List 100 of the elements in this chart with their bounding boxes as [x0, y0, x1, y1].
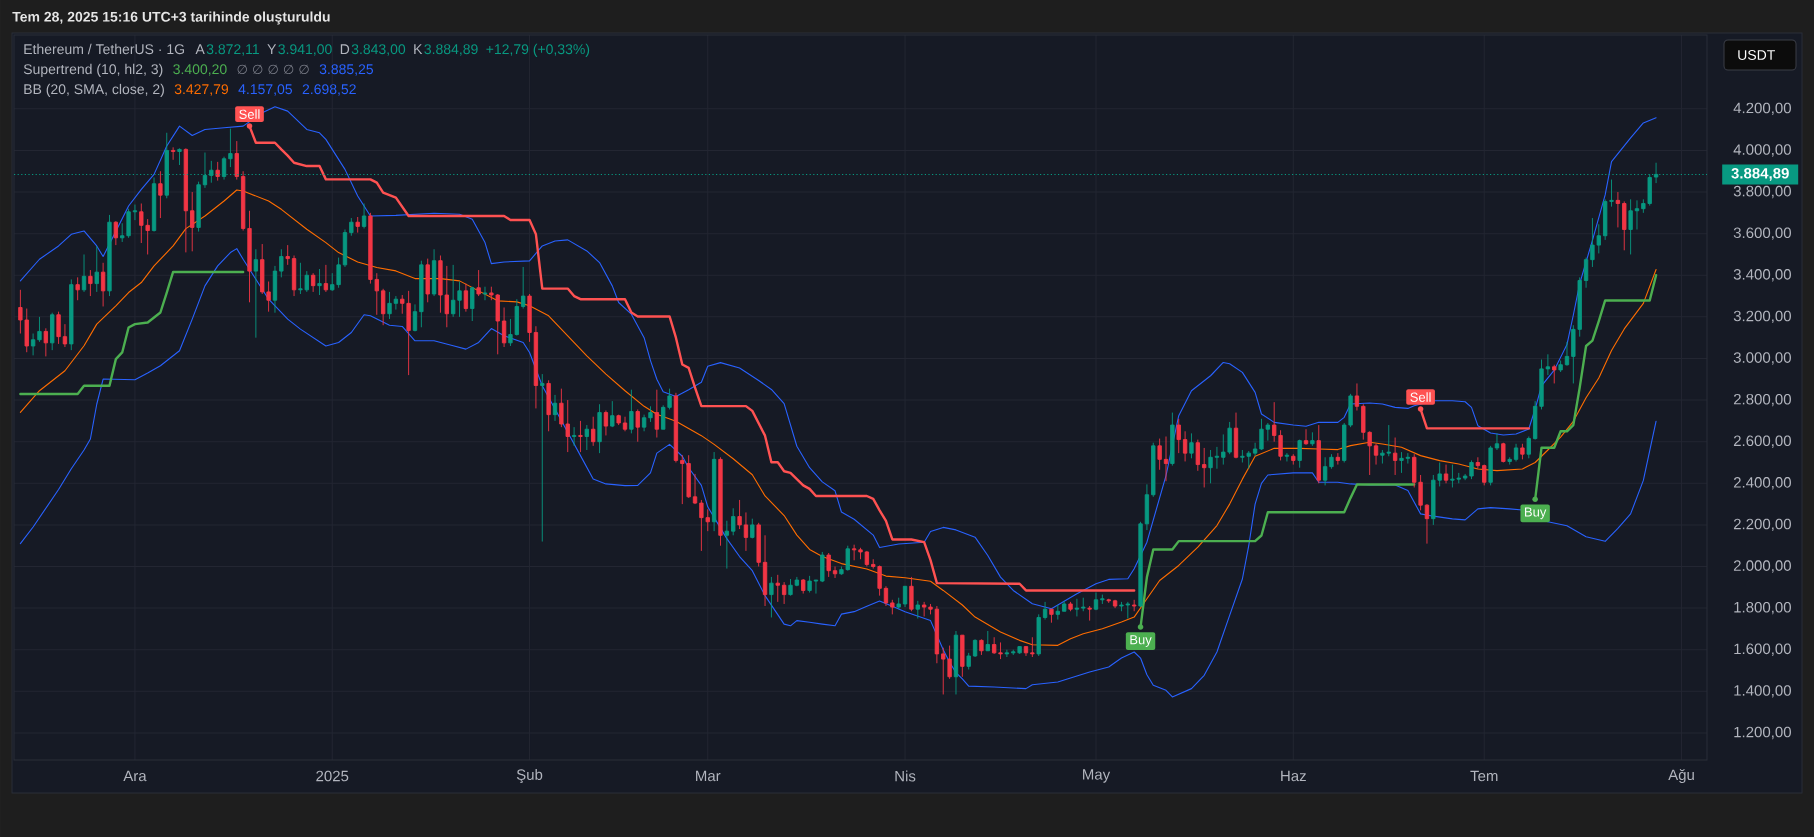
candlestick: [915, 600, 920, 619]
line-series: [19, 106, 1657, 610]
y-tick-label: 4.000,00: [1733, 144, 1791, 157]
candlestick: [527, 293, 532, 343]
candlestick: [1316, 424, 1321, 484]
candlestick: [1284, 452, 1290, 462]
candlestick: [234, 140, 239, 181]
candlestick: [1634, 199, 1640, 230]
candlestick: [1507, 456, 1512, 466]
y-tick-label: 3.400,00: [1733, 269, 1791, 282]
candlestick: [864, 550, 870, 567]
candlestick: [425, 258, 430, 303]
candlestick: [1170, 412, 1175, 467]
candlestick: [1042, 601, 1048, 621]
candlestick: [603, 410, 609, 436]
candlestick: [37, 316, 42, 343]
candlestick: [349, 217, 354, 237]
annotation: 3.843,00: [351, 44, 406, 56]
candlestick: [1501, 442, 1506, 463]
text: Ethereum / TetherUS · 1G: [24, 43, 184, 55]
ref-line-label: 3.884,89: [1731, 167, 1789, 181]
candlestick: [1023, 646, 1029, 657]
candlestick: [1545, 353, 1551, 376]
candlestick: [1112, 599, 1118, 609]
annotation: 3.884,89: [424, 44, 478, 56]
annotation: Buy: [1525, 507, 1547, 520]
annotation: A: [195, 44, 205, 54]
candlestick: [1252, 442, 1258, 457]
candlestick: [1132, 599, 1137, 612]
y-tick-label: 1.600,00: [1734, 643, 1791, 656]
candlestick: [737, 499, 742, 530]
candlestick: [883, 585, 889, 607]
candlestick: [1176, 418, 1181, 454]
candlestick: [1151, 442, 1156, 498]
candlestick: [285, 244, 290, 266]
candlestick: [1443, 464, 1449, 484]
candlestick: [482, 286, 488, 301]
candlestick: [1558, 360, 1563, 373]
candlestick: [463, 283, 469, 313]
candlestick: [801, 578, 806, 595]
annotation: 3.941,00: [278, 44, 332, 56]
candlestick: [132, 204, 138, 221]
candlestick: [966, 652, 971, 670]
candlestick: [228, 128, 233, 168]
annotation: 3.885,25: [319, 64, 374, 76]
candlestick: [1615, 191, 1621, 228]
candlestick: [1233, 412, 1239, 459]
candlestick: [1335, 452, 1341, 466]
candlestick: [775, 574, 780, 603]
candlestick: [1068, 601, 1073, 612]
annotation: 3.872,11: [206, 44, 259, 56]
candlestick: [291, 255, 297, 297]
y-tick-label: 3.600,00: [1733, 227, 1791, 240]
candlestick: [1144, 483, 1150, 531]
x-tick-label: Haz: [1281, 770, 1306, 782]
candlestick: [1310, 431, 1315, 447]
annotation: Sell: [239, 109, 260, 119]
candlestick: [476, 269, 481, 297]
candlestick: [183, 147, 189, 253]
annotation: K: [414, 44, 423, 54]
candlestick: [826, 552, 831, 578]
candlestick: [1093, 592, 1099, 611]
y-tick-label: 4.200,00: [1733, 102, 1791, 116]
candlestick: [743, 511, 749, 552]
candlestick: [953, 630, 959, 695]
x-tick-label: Ara: [123, 770, 147, 782]
candlestick: [69, 278, 74, 351]
candlestick: [81, 254, 87, 293]
candlestick: [635, 409, 640, 443]
candlestick: [272, 265, 278, 314]
candlestick: [597, 403, 602, 454]
candlestick: [979, 638, 984, 656]
candlestick: [546, 379, 551, 432]
candlestick: [30, 333, 36, 356]
candlestick: [1030, 636, 1035, 658]
candlestick: [1552, 364, 1557, 384]
candlestick: [1214, 446, 1220, 470]
annotation: D: [340, 44, 350, 54]
candlestick: [762, 534, 768, 607]
candlestick: [355, 216, 360, 234]
candlestick: [1564, 341, 1570, 367]
candlestick: [648, 405, 653, 423]
candlestick: [724, 520, 730, 570]
candlestick: [1520, 443, 1525, 460]
candlestick: [1482, 464, 1487, 486]
candlestick: [107, 214, 112, 297]
candlestick: [1189, 432, 1194, 459]
candlestick: [692, 473, 698, 505]
candlestick: [1297, 439, 1302, 469]
x-tick-label: 2025: [316, 770, 349, 782]
y-tick-label: 2.400,00: [1733, 477, 1791, 490]
y-tick-label: 1.400,00: [1734, 685, 1791, 698]
candlestick: [610, 400, 615, 428]
annotation: 4.157,05: [238, 84, 293, 96]
candlestick: [1329, 453, 1334, 470]
candlestick: [781, 581, 787, 605]
candlestick: [75, 276, 80, 301]
annotation: 3.400,20: [173, 64, 227, 76]
candlestick: [1195, 439, 1200, 472]
candlestick: [552, 394, 558, 422]
